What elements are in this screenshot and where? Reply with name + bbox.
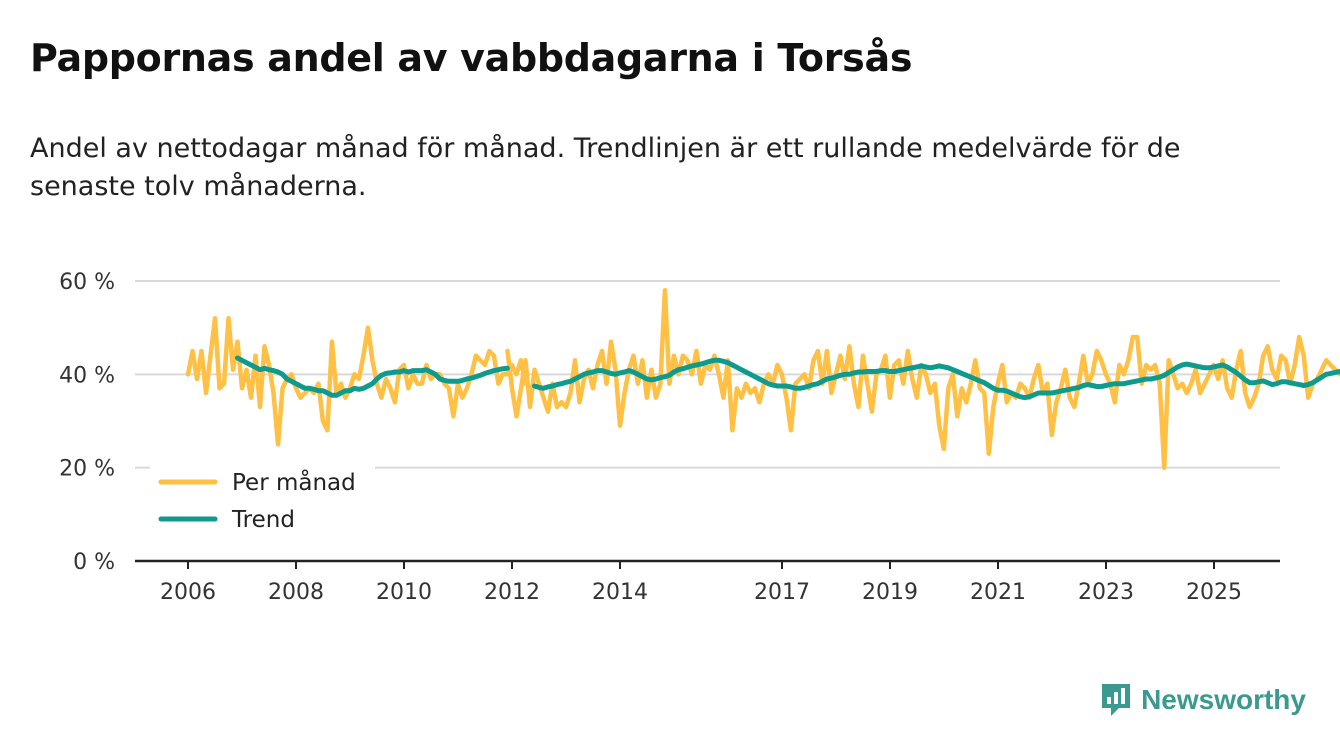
x-tick-label: 2010 <box>376 580 432 605</box>
newsworthy-icon <box>1102 684 1131 716</box>
x-tick-label: 2019 <box>862 580 918 605</box>
series-per-manad-segment-1 <box>185 316 528 447</box>
y-tick-label: 40 % <box>59 363 115 388</box>
y-tick-label: 0 % <box>73 550 115 575</box>
x-tick-label: 2017 <box>754 580 810 605</box>
legend-label-trend: Trend <box>231 507 295 533</box>
chart-subtitle: Andel av nettodagar månad för månad. Tre… <box>30 133 1181 202</box>
chart-title: Pappornas andel av vabbdagarna i Torsås <box>30 36 913 80</box>
x-tick-label: 2008 <box>268 580 324 605</box>
brand-name: Newsworthy <box>1141 684 1306 715</box>
x-tick-label: 2006 <box>160 580 216 605</box>
x-tick-label: 2021 <box>970 580 1026 605</box>
series-trend-segment-2 <box>532 357 1340 401</box>
x-tick-label: 2012 <box>484 580 540 605</box>
y-axis-ticks: 0 % 20 % 40 % 60 % <box>59 270 115 575</box>
series-trend-segment-1 <box>235 355 510 398</box>
y-tick-label: 60 % <box>59 270 115 295</box>
x-tick-label: 2023 <box>1078 580 1134 605</box>
x-axis-ticks: 2006 2008 2010 2012 2014 2017 2019 2021 2023 2025 <box>160 561 1242 605</box>
brand-logo: Newsworthy <box>1099 681 1306 719</box>
series-layer <box>185 288 1340 470</box>
x-tick-label: 2014 <box>592 580 648 605</box>
series-per-manad-segment-2 <box>505 288 1340 470</box>
x-tick-label: 2025 <box>1186 580 1242 605</box>
legend: Per månad Trend <box>150 462 375 544</box>
legend-label-per-manad: Per månad <box>232 468 356 496</box>
y-tick-label: 20 % <box>59 457 115 482</box>
legend-background <box>150 462 375 544</box>
